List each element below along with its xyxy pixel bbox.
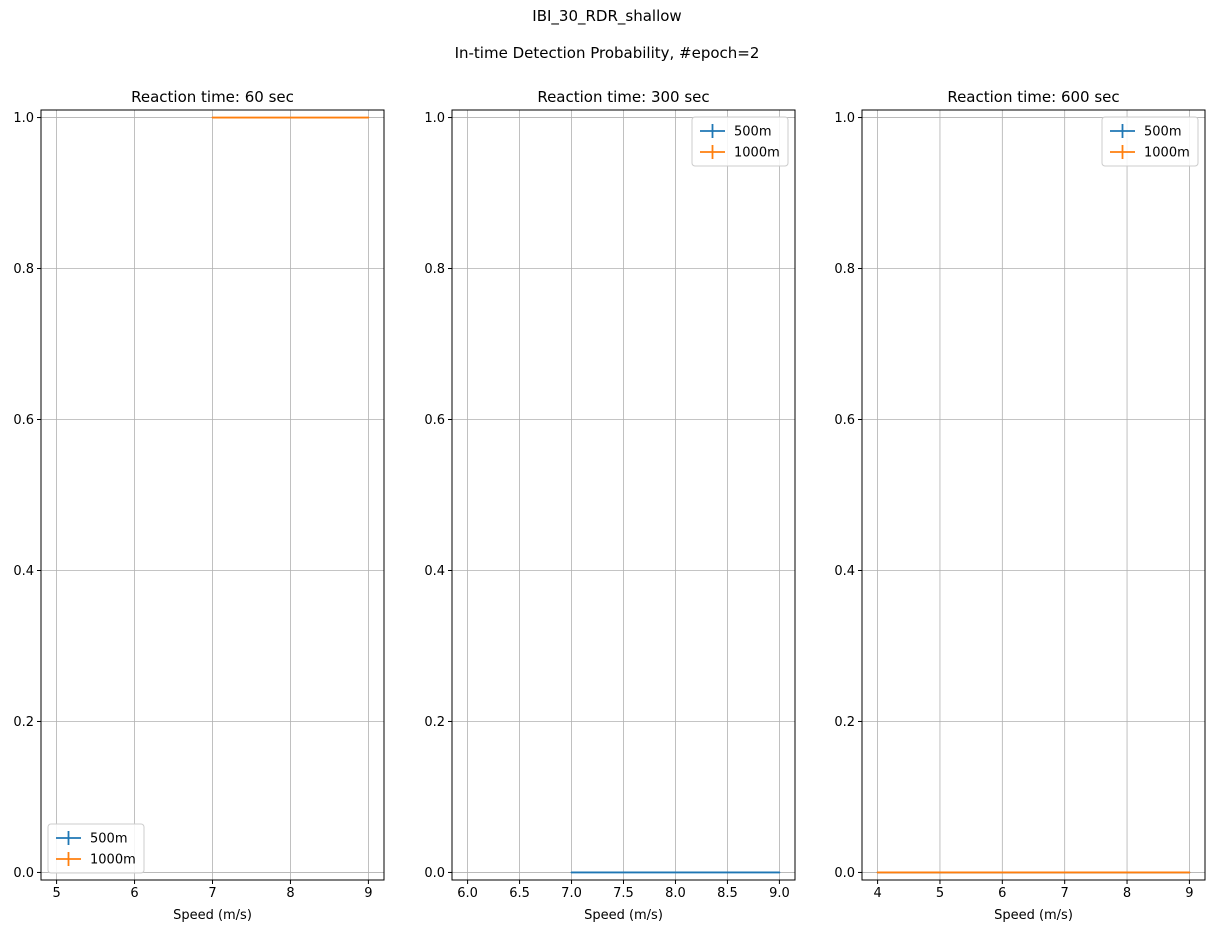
data-point-500m	[778, 871, 781, 874]
legend-box	[47, 823, 145, 874]
data-point-1000m	[211, 116, 214, 119]
x-tick-label: 6.5	[509, 886, 530, 901]
y-tick-label: 0.4	[834, 564, 855, 579]
figure-title: IBI_30_RDR_shallow	[532, 7, 682, 25]
data-point-500m	[570, 871, 573, 874]
x-tick-label: 5	[936, 886, 944, 901]
subplot-3: 4 5 6 7 8 9 0.0 0.2 0.4 0.6 0.8 1.0 Reaction time: 6…	[834, 88, 1206, 923]
legend: 500m 1000m	[691, 116, 789, 167]
x-tick-label: 6	[998, 886, 1006, 901]
x-tick-label: 9	[1185, 886, 1193, 901]
x-axis-label: Speed (m/s)	[173, 908, 252, 923]
y-tick-label: 0.0	[13, 866, 34, 881]
x-tick-label: 4	[873, 886, 881, 901]
y-tick-label: 0.2	[13, 715, 34, 730]
legend-box	[1101, 116, 1199, 167]
y-tick-label: 1.0	[424, 111, 445, 126]
y-tick-label: 0.0	[424, 866, 445, 881]
x-tick-label: 7.5	[613, 886, 634, 901]
subplot-2: 6.0 6.5 7.0 7.5 8.0 8.5 9.0 0.0 0.2 0.4 0.6 0.8 1.0 R…	[424, 88, 796, 923]
subplot-title: Reaction time: 600 sec	[947, 88, 1119, 106]
legend-label-500m: 500m	[90, 832, 127, 847]
x-tick-label: 8	[1123, 886, 1131, 901]
x-axis-label: Speed (m/s)	[584, 908, 663, 923]
y-tick-label: 0.2	[834, 715, 855, 730]
data-point-1000m	[876, 871, 879, 874]
x-tick-label: 7	[1061, 886, 1069, 901]
y-tick-label: 0.4	[13, 564, 34, 579]
x-tick-label: 9	[364, 886, 372, 901]
legend-label-500m: 500m	[1144, 125, 1181, 140]
legend: 500m 1000m	[1101, 116, 1199, 167]
x-tick-label: 8.5	[717, 886, 738, 901]
x-tick-label: 5	[52, 886, 60, 901]
legend-box	[691, 116, 789, 167]
data-point-1000m	[367, 116, 370, 119]
y-tick-label: 0.6	[834, 413, 855, 428]
legend-label-1000m: 1000m	[734, 146, 780, 161]
subplot-1: 5 6 7 8 9 0.0 0.2 0.4 0.6 0.8 1.0 Reaction time: 60…	[13, 88, 385, 923]
subplot-title: Reaction time: 300 sec	[537, 88, 709, 106]
legend: 500m 1000m	[47, 823, 145, 874]
x-tick-label: 8	[286, 886, 294, 901]
x-tick-label: 9.0	[769, 886, 790, 901]
legend-label-1000m: 1000m	[1144, 146, 1190, 161]
x-tick-label: 7.0	[561, 886, 582, 901]
y-tick-label: 0.6	[13, 413, 34, 428]
y-tick-label: 0.8	[834, 262, 855, 277]
y-tick-label: 0.8	[424, 262, 445, 277]
y-tick-label: 1.0	[834, 111, 855, 126]
subplot-title: Reaction time: 60 sec	[131, 88, 294, 106]
y-tick-label: 0.0	[834, 866, 855, 881]
y-tick-label: 0.2	[424, 715, 445, 730]
legend-label-1000m: 1000m	[90, 853, 136, 868]
y-tick-label: 0.6	[424, 413, 445, 428]
x-tick-label: 6	[130, 886, 138, 901]
x-tick-label: 6.0	[457, 886, 478, 901]
legend-label-500m: 500m	[734, 125, 771, 140]
figure-subtitle: In-time Detection Probability, #epoch=2	[454, 44, 760, 62]
data-point-1000m	[1188, 871, 1191, 874]
x-tick-label: 7	[208, 886, 216, 901]
y-tick-label: 0.4	[424, 564, 445, 579]
x-tick-label: 8.0	[665, 886, 686, 901]
axes-frame	[861, 109, 1206, 881]
y-tick-label: 1.0	[13, 111, 34, 126]
x-axis-label: Speed (m/s)	[994, 908, 1073, 923]
y-tick-label: 0.8	[13, 262, 34, 277]
